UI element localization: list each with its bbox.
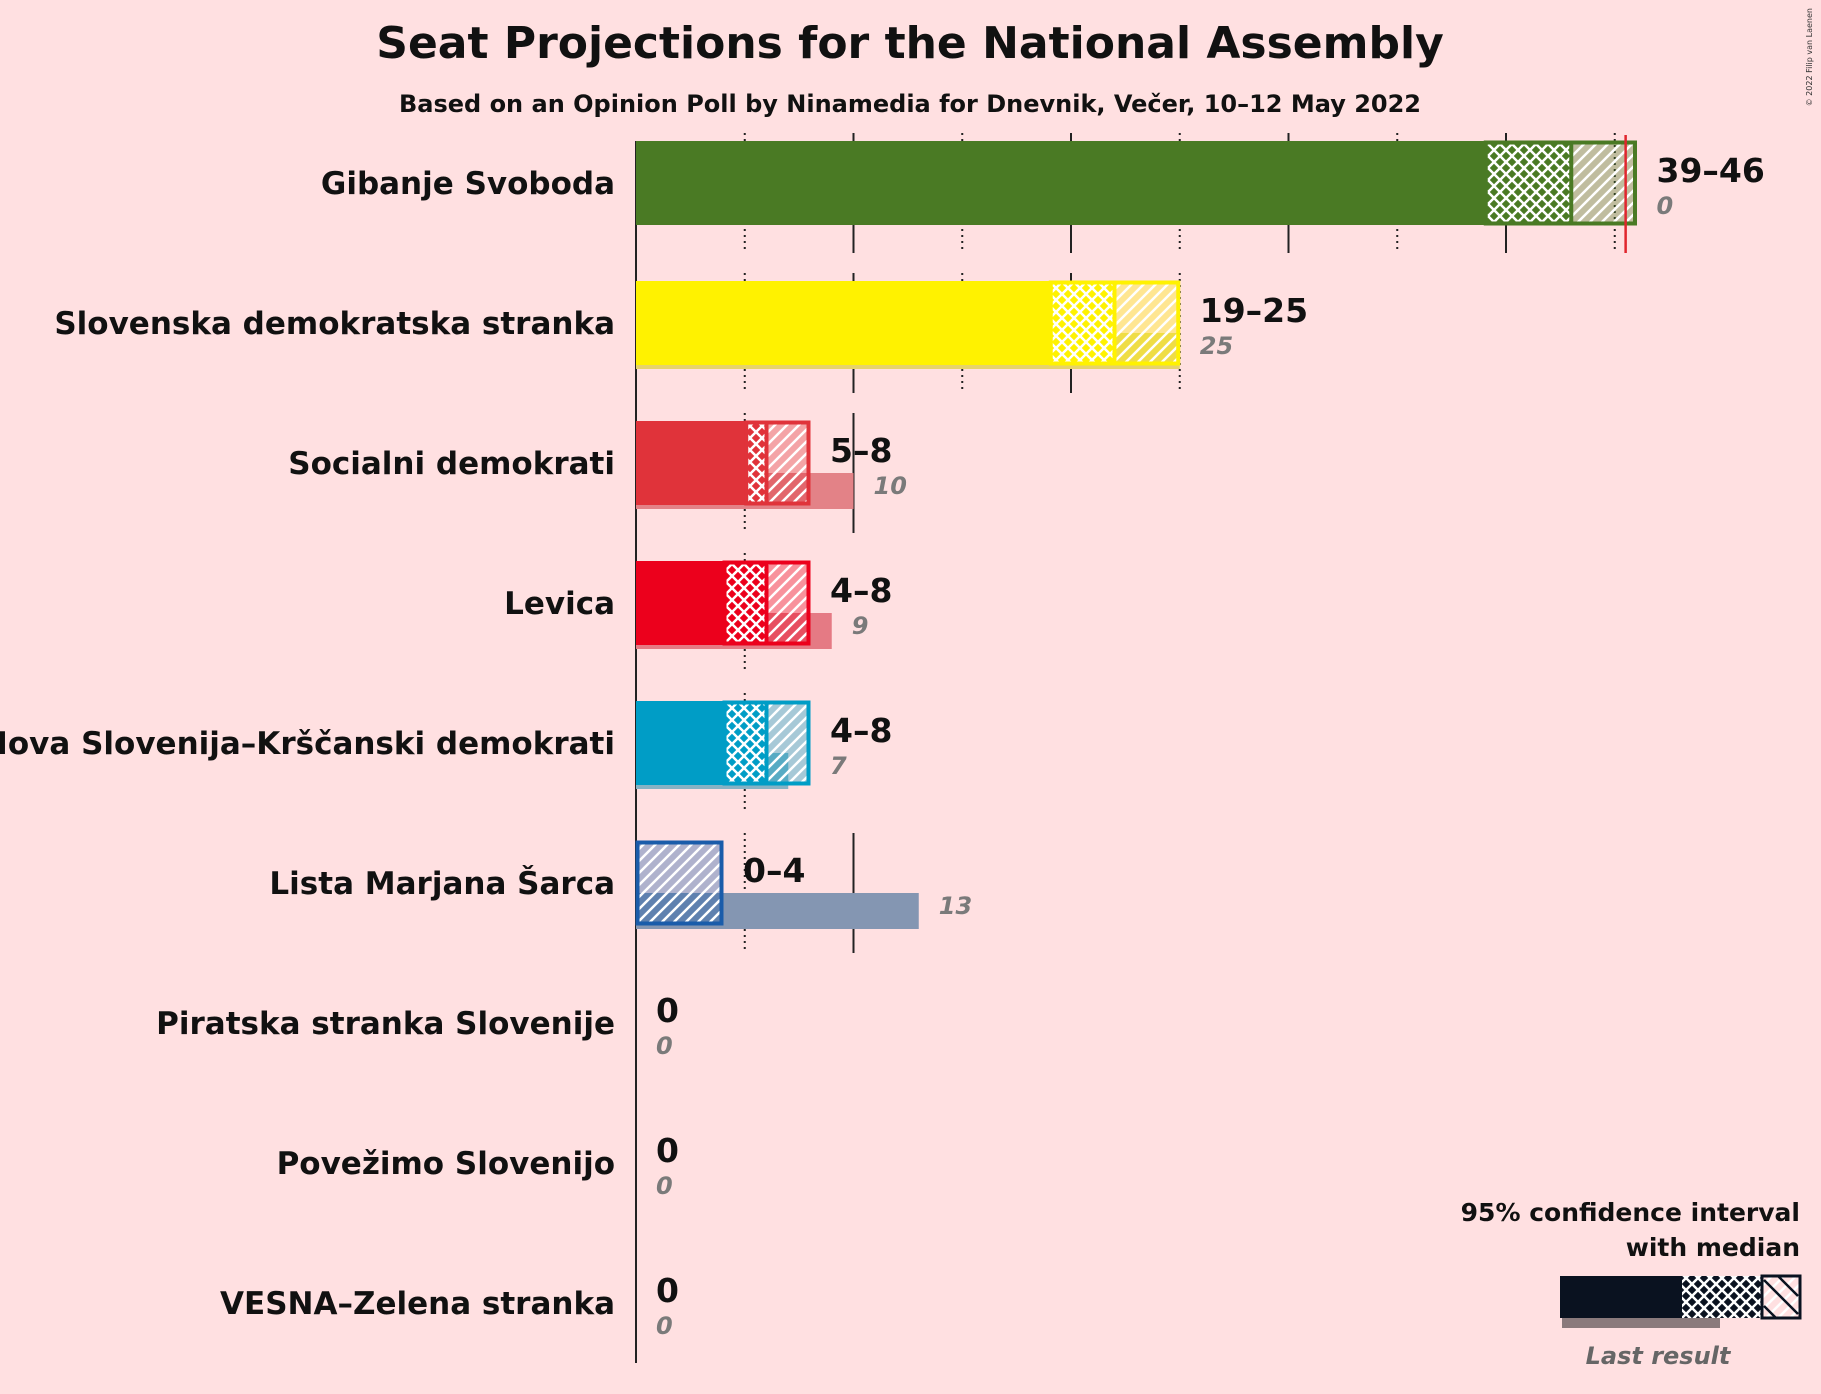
- legend-last-result-label: Last result: [1586, 1342, 1732, 1370]
- party-0-cross-bar: [1484, 141, 1572, 225]
- party-8-name-label: VESNA–Zelena stranka: [220, 1286, 615, 1322]
- party-3-cross-bar: [723, 561, 767, 645]
- party-4-last-result-label: 7: [830, 752, 847, 780]
- party-1-last-result-label: 25: [1200, 332, 1233, 360]
- party-7-range-label: 0: [656, 1131, 679, 1170]
- party-2-range-label: 5–8: [830, 431, 892, 470]
- party-5-interval-outline: [635, 840, 724, 926]
- party-4-hatch-bar: [766, 701, 810, 785]
- party-0-name-label: Gibanje Svoboda: [321, 166, 615, 202]
- party-4-range-label: 4–8: [830, 711, 892, 750]
- party-3-hatch-bar: [766, 561, 810, 645]
- party-2-solid-bar: [636, 421, 745, 505]
- party-8-range-label: 0: [656, 1271, 679, 1310]
- party-0-interval-outline: [1483, 140, 1637, 226]
- party-3-name-label: Levica: [504, 586, 615, 622]
- party-3-last-result-label: 9: [852, 612, 869, 640]
- party-0-last-result-label: 0: [1657, 192, 1674, 220]
- party-0-solid-bar: [636, 141, 1485, 225]
- party-1-range-label: 19–25: [1200, 291, 1308, 330]
- legend-title-line1: 95% confidence interval: [1461, 1198, 1800, 1227]
- chart-subtitle: Based on an Opinion Poll by Ninamedia fo…: [399, 90, 1421, 118]
- party-4-name-label: Nova Slovenija–Krščanski demokrati: [0, 726, 615, 762]
- legend-hatch-bar-lines: [1760, 1275, 1799, 1319]
- party-8-last-result-label: 0: [656, 1312, 673, 1340]
- party-5-last-result-label: 13: [939, 892, 972, 920]
- party-4-cross-bar: [723, 701, 767, 785]
- party-7-name-label: Povežimo Slovenijo: [277, 1146, 615, 1182]
- party-3-solid-bar: [636, 561, 723, 645]
- party-4-solid-bar: [636, 701, 723, 785]
- party-2-last-result-label: 10: [874, 472, 907, 500]
- legend-title-line2: with median: [1626, 1233, 1800, 1262]
- party-1-name-label: Slovenska demokratska stranka: [54, 306, 615, 342]
- party-2-name-label: Socialni demokrati: [288, 446, 615, 482]
- copyright-notice: © 2022 Filip van Laenen: [1805, 8, 1814, 106]
- party-5-name-label: Lista Marjana Šarca: [269, 865, 615, 902]
- party-2-interval-outline: [744, 420, 811, 506]
- party-0-range-label: 39–46: [1657, 151, 1765, 190]
- legend-cross-bar: [1682, 1276, 1762, 1318]
- party-6-last-result-label: 0: [656, 1032, 673, 1060]
- party-6-range-label: 0: [656, 991, 679, 1030]
- party-2-hatch-bar: [766, 421, 810, 505]
- party-1-solid-bar: [636, 281, 1050, 365]
- party-7-last-result-label: 0: [656, 1172, 673, 1200]
- legend: 95% confidence interval with median Last…: [1461, 1198, 1802, 1370]
- party-1-cross-bar: [1049, 281, 1115, 365]
- chart-title: Seat Projections for the National Assemb…: [376, 18, 1444, 69]
- party-5-range-label: 0–4: [743, 851, 805, 890]
- party-2-cross-bar: [744, 421, 767, 505]
- party-6-name-label: Piratska stranka Slovenije: [156, 1006, 615, 1042]
- party-5-hatch-bar: [636, 841, 723, 925]
- party-1-hatch-bar: [1114, 281, 1180, 365]
- legend-solid-bar: [1560, 1276, 1682, 1318]
- party-3-range-label: 4–8: [830, 571, 892, 610]
